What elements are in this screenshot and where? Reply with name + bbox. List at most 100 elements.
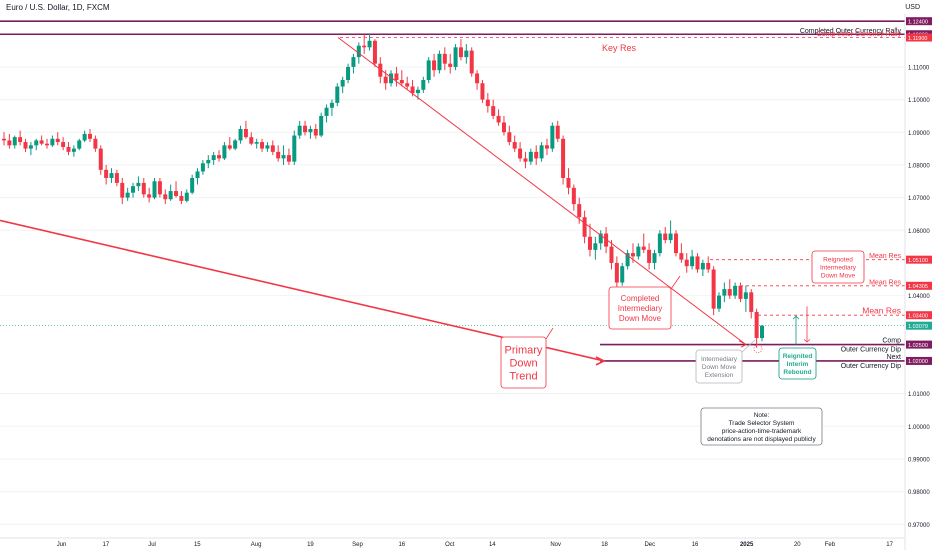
candle-body xyxy=(561,138,566,178)
candle xyxy=(313,124,318,139)
candle xyxy=(663,226,668,244)
candle xyxy=(544,138,549,156)
x-tick-label: 14 xyxy=(489,542,496,548)
candle xyxy=(303,120,308,136)
candle-body xyxy=(34,140,39,146)
candle xyxy=(12,135,17,149)
price-tag-text: 1.04305 xyxy=(908,284,928,290)
x-tick-label: 2025 xyxy=(740,542,754,548)
y-tick-label: 1.04000 xyxy=(908,294,930,300)
candle-body xyxy=(743,292,748,299)
candle xyxy=(679,243,684,263)
candle-body xyxy=(66,146,71,152)
candle-body xyxy=(722,289,727,296)
candle-body xyxy=(690,256,695,267)
candle xyxy=(673,230,678,257)
reignited-rebound-text: Reignited Interim Rebound xyxy=(783,353,813,376)
candle-body xyxy=(356,45,361,58)
candle-body xyxy=(93,138,98,149)
candle-body xyxy=(518,148,523,159)
price-tag-text: 1.03400 xyxy=(908,314,928,320)
reignited-rebound: Reignited Interim Rebound xyxy=(778,347,817,380)
candle xyxy=(260,138,265,152)
candle-body xyxy=(652,253,657,263)
y-tick-label: 1.06000 xyxy=(908,229,930,235)
candle xyxy=(480,79,485,103)
primary-down-trend-box xyxy=(500,336,547,389)
candle xyxy=(593,236,598,260)
candle xyxy=(174,181,179,198)
y-axis: 1.11000 1.10000 1.09000 1.08000 1.07000 1.060… xyxy=(904,14,932,550)
candle-body xyxy=(55,138,60,143)
candle xyxy=(179,191,184,205)
candle xyxy=(222,142,227,161)
candle-body xyxy=(571,187,576,205)
candle-body xyxy=(270,145,275,152)
candle xyxy=(625,249,630,270)
candle-body xyxy=(647,249,652,263)
candle xyxy=(448,53,453,74)
candle-body xyxy=(577,204,582,218)
candle xyxy=(157,177,162,198)
price-tag-text: 1.03079 xyxy=(908,324,928,330)
candle-body xyxy=(458,47,463,58)
candle-body xyxy=(346,66,351,80)
candle-body xyxy=(303,125,308,133)
candle-body xyxy=(399,79,404,84)
candle-body xyxy=(206,160,211,164)
candle xyxy=(496,109,501,126)
candle-body xyxy=(372,40,377,64)
candle xyxy=(684,253,689,273)
candle xyxy=(39,135,44,146)
candle-body xyxy=(760,325,764,339)
candle xyxy=(539,142,544,162)
candle-body xyxy=(442,53,447,64)
candle xyxy=(738,282,743,303)
candle-body xyxy=(657,233,662,254)
candle-body xyxy=(464,50,469,58)
candle-body xyxy=(700,262,705,270)
candle xyxy=(88,128,93,143)
candle-body xyxy=(582,217,587,237)
candle xyxy=(722,282,727,303)
candle-body xyxy=(120,182,125,198)
reignoted-intermediary-box xyxy=(811,250,865,284)
candle xyxy=(652,249,657,270)
candle xyxy=(184,189,189,203)
candle xyxy=(77,138,82,151)
candle xyxy=(754,308,759,348)
extension-marker xyxy=(753,344,763,353)
candle xyxy=(394,66,399,87)
symbol-header: Euro / U.S. Dollar, 1D, FXCM xyxy=(6,3,110,12)
candle-body xyxy=(227,145,232,149)
candle xyxy=(66,142,71,156)
candle-body xyxy=(324,107,329,116)
candle-body xyxy=(157,181,162,195)
candle xyxy=(657,230,662,257)
candle-body xyxy=(141,182,146,195)
candle-body xyxy=(77,140,82,149)
candle xyxy=(61,137,66,151)
candle xyxy=(329,99,334,116)
candle-body xyxy=(598,233,603,244)
candle xyxy=(378,57,383,84)
candle-body xyxy=(179,195,184,201)
candle xyxy=(561,135,566,185)
reignoted-arrow-head xyxy=(803,339,811,343)
candle xyxy=(200,160,205,175)
candle xyxy=(571,184,576,211)
intermediary-extension: Intermediary Down Move Extension xyxy=(695,349,743,384)
rebound-arrow-head xyxy=(792,315,800,320)
candle-body xyxy=(131,186,136,193)
intermediary-extension-pointer xyxy=(741,339,756,353)
candle-body xyxy=(485,99,490,107)
candle xyxy=(641,233,646,254)
candle-body xyxy=(609,246,614,263)
candle-body xyxy=(469,50,474,74)
candle xyxy=(491,99,496,120)
x-tick-label: Jul xyxy=(148,542,156,548)
x-tick-label: 20 xyxy=(794,542,801,548)
candle xyxy=(426,57,431,84)
y-tick-label: 0.97000 xyxy=(908,523,930,529)
